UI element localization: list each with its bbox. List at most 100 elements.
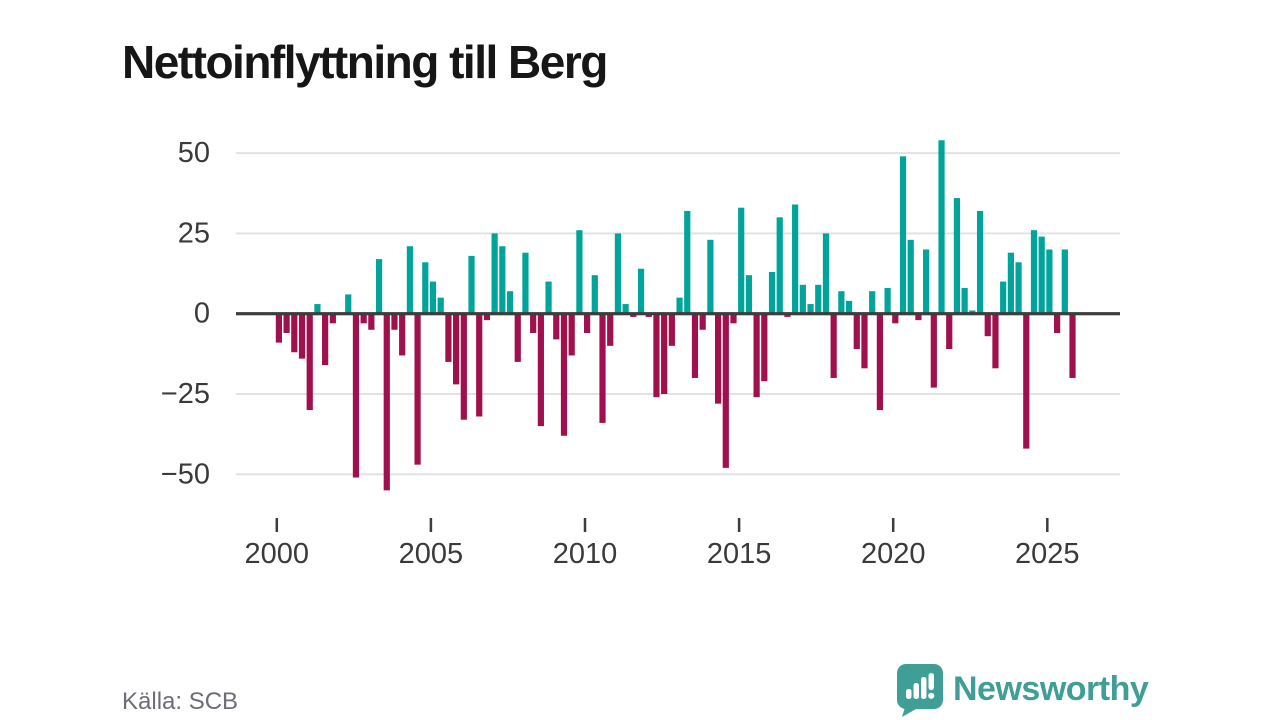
bar-positive [799,284,806,314]
bar-negative [553,313,560,340]
bar-positive [614,233,622,314]
bar-negative [1023,313,1030,449]
y-axis-label: −50 [161,458,210,490]
bar-positive [938,140,945,314]
bar-negative [391,313,398,330]
x-axis-label: 2000 [245,538,310,570]
bar-negative [360,313,367,324]
bar-negative [946,313,953,350]
bar-positive [1046,249,1053,314]
bar-positive [506,291,514,314]
bar-positive [1061,249,1068,314]
x-axis-label: 2015 [707,538,772,570]
bar-positive [406,246,413,314]
bar-positive [776,217,783,314]
bar-negative [476,313,483,417]
brand-wordmark: Newsworthy [953,670,1149,708]
y-axis-label: 0 [194,298,210,330]
bar-negative [630,313,637,317]
x-axis-label: 2005 [399,538,464,570]
bar-positive [345,294,352,314]
bar-positive [314,304,321,314]
bar-positive [976,210,984,314]
bar-negative [352,313,360,478]
bar-negative [761,313,768,382]
bar-positive [676,297,683,314]
bar-positive [869,291,876,314]
bar-positive [884,288,891,314]
bar-negative [368,313,375,330]
bar-negative [1054,313,1061,333]
bar-positive [1007,252,1014,314]
bar-negative [722,313,729,468]
bar-positive [429,281,437,314]
bar-positive [845,300,853,314]
bar-negative [984,313,991,337]
bar-positive [953,198,961,314]
bar-negative [653,313,660,398]
bar-positive [499,246,506,314]
bar-negative [607,313,614,346]
bar-negative [930,313,937,388]
bar-positive [792,204,799,314]
bar-positive [707,239,714,314]
bar-positive [969,310,976,314]
bar-positive [923,249,930,314]
bar-positive [591,275,598,314]
bar-negative [753,313,760,398]
bar-negative [830,313,837,378]
bar-negative [298,313,306,359]
bar-positive [545,281,552,314]
bar-negative [275,313,282,343]
bar-negative [460,313,467,420]
bar-negative [329,313,336,324]
bar-negative [730,313,737,324]
bar-positive [522,252,529,314]
x-axis-tick [1046,518,1049,532]
bar-positive [907,239,914,314]
bar-positive [1000,281,1007,314]
bar-negative [453,313,460,385]
bar-negative [291,313,298,353]
x-axis-label: 2025 [1015,538,1080,570]
bar-negative [915,313,922,321]
bar-negative [853,313,860,350]
gridline [236,393,1120,395]
y-axis-label: 50 [178,137,210,169]
bar-negative [414,313,421,465]
bar-positive [838,291,845,314]
bar-negative [483,313,491,321]
bar-negative [876,313,883,411]
bar-positive [961,288,968,314]
bar-negative [399,313,406,356]
bar-negative [599,313,606,423]
x-axis-tick [429,518,433,532]
bar-positive [622,304,629,314]
x-axis-tick [891,518,895,532]
y-axis-label: −25 [161,378,210,410]
y-axis-label: 25 [178,217,210,249]
newsworthy-icon [897,664,943,717]
source-label: Källa: SCB [122,688,239,715]
bar-positive [738,207,745,314]
bar-negative [537,313,544,427]
bar-negative [992,313,999,369]
bar-negative [283,313,290,333]
x-axis-label: 2020 [861,538,926,570]
bar-positive [468,255,475,314]
bar-negative [699,313,706,330]
bar-positive [1038,236,1045,314]
bar-positive [1015,262,1022,314]
bar-negative [560,313,568,436]
bar-positive [576,230,583,314]
chart-title: Nettoinflyttning till Berg [122,35,608,88]
gridline [236,232,1120,235]
bar-positive [768,271,776,314]
bar-positive [491,233,498,314]
bar-negative [306,313,313,411]
zero-line [236,312,1120,316]
bar-positive [375,259,383,314]
bar-positive [437,297,444,314]
x-axis-tick [737,518,741,532]
